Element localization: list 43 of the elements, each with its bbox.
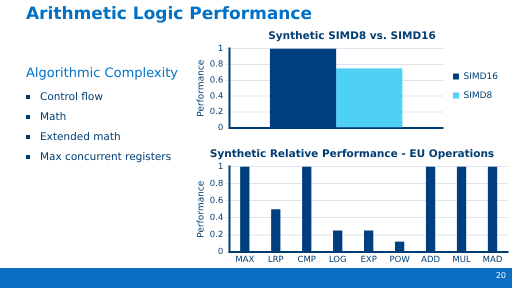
text: Extended math xyxy=(40,131,121,143)
bar xyxy=(456,166,466,252)
bar xyxy=(271,209,280,252)
text: Max concurrent registers xyxy=(40,151,172,163)
x-tick-label: POW xyxy=(390,255,410,266)
chart-title: Synthetic SIMD8 vs. SIMD16 xyxy=(268,30,436,42)
bar xyxy=(240,166,250,252)
y-tick-label: 0 xyxy=(218,123,224,134)
chart-title: Synthetic Relative Performance - EU Operations xyxy=(210,148,494,160)
bar xyxy=(426,166,436,252)
y-tick-label: 0.6 xyxy=(210,196,224,206)
y-tick-label: 0 xyxy=(218,247,224,258)
text: Arithmetic Logic Performance xyxy=(26,4,312,24)
bar xyxy=(488,166,498,252)
y-tick-label: 0.6 xyxy=(210,75,224,86)
bar xyxy=(302,166,312,252)
x-tick-label: MAX xyxy=(235,255,254,266)
x-tick-label: LOG xyxy=(328,255,347,266)
y-tick-label: 0.2 xyxy=(210,230,224,240)
bar xyxy=(394,242,404,252)
y-tick-label: 0.8 xyxy=(210,178,224,189)
y-axis-title: Performance xyxy=(196,180,207,238)
bar xyxy=(364,230,374,252)
y-tick-label: 1 xyxy=(218,44,224,54)
y-tick-label: 0.8 xyxy=(210,60,224,70)
y-tick-label: 0.2 xyxy=(210,107,224,118)
text: Math xyxy=(40,111,66,123)
x-tick-label: MAD xyxy=(482,255,503,266)
legend-label: SIMD16 xyxy=(463,72,498,82)
x-tick-label: LRP xyxy=(268,255,284,266)
y-axis-title: Performance xyxy=(196,59,207,117)
x-tick-label: EXP xyxy=(360,255,377,266)
x-tick-label: MUL xyxy=(452,255,471,266)
text: 20 xyxy=(496,271,506,280)
legend-label: SIMD8 xyxy=(463,90,493,101)
y-tick-label: 1 xyxy=(218,162,224,172)
x-tick-label: CMP xyxy=(298,255,316,266)
text: Algorithmic Complexity xyxy=(26,66,178,81)
bar xyxy=(333,230,342,252)
text: Control flow xyxy=(40,91,103,103)
y-tick-label: 0.4 xyxy=(210,91,224,102)
x-tick-label: ADD xyxy=(421,255,440,266)
y-tick-label: 0.4 xyxy=(210,212,224,223)
